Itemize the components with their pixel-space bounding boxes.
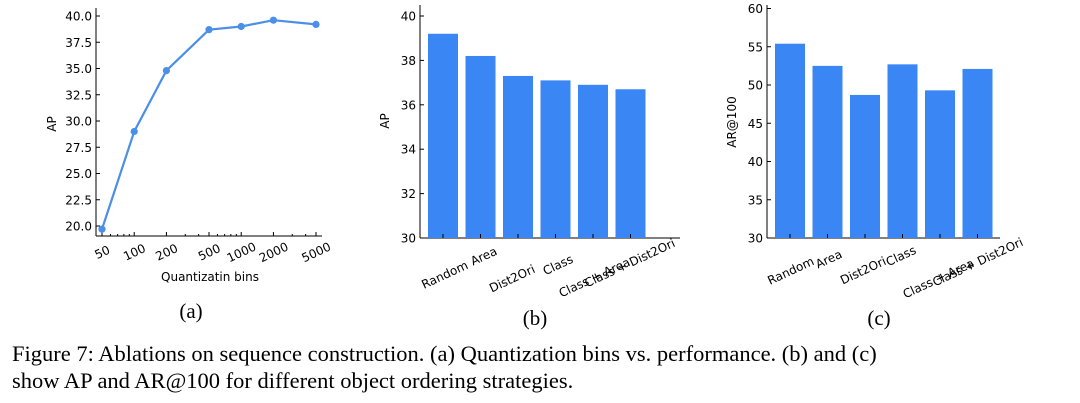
series-line: [100, 19, 317, 230]
x-tick-label-area: Area: [813, 247, 844, 271]
bar-class: [540, 80, 571, 238]
y-axis-label: AR@100: [725, 96, 739, 147]
y-tick-label: 40: [748, 155, 763, 169]
y-tick-label: 32: [401, 187, 416, 201]
y-axis-label: AP: [378, 113, 392, 128]
x-tick-label-100: 100: [121, 241, 148, 263]
y-tick-label: 27.5: [65, 141, 92, 155]
y-tick-label: 40: [401, 10, 416, 24]
x-tick-label-area: Area: [468, 244, 499, 268]
figure-caption: Figure 7: Ablations on sequence construc…: [12, 340, 1074, 394]
data-point-500: [205, 26, 213, 34]
y-tick-label: 45: [748, 117, 763, 131]
bar-class-dist2ori: [962, 68, 993, 238]
bar-random: [775, 43, 805, 238]
data-point-200: [162, 67, 171, 75]
x-tick-label-random: Random: [419, 258, 470, 292]
y-tick-label: 35: [748, 193, 763, 207]
y-tick-label: 38: [401, 54, 416, 68]
bar-area: [812, 65, 843, 238]
y-tick-label: 37.5: [65, 36, 92, 50]
data-point-2000: [269, 16, 278, 24]
data-point-5000: [312, 20, 320, 28]
x-tick-label-class: Class: [884, 243, 919, 269]
bar-random: [428, 33, 458, 239]
y-tick-label: 25.0: [65, 167, 92, 181]
panel-a-line-chart: 20.0 22.5 25.0 27.5 30.0 32.5 35.0 37.5 40.0 50 10…: [45, 8, 333, 323]
y-tick-label: 30: [401, 232, 416, 246]
x-axis-label: Quantizatin bins: [161, 270, 259, 284]
y-tick-label: 30: [748, 232, 763, 246]
y-tick-label: 60: [748, 2, 763, 16]
bar-class-dist2ori: [615, 89, 646, 238]
bar-class-area: [925, 90, 955, 238]
x-tick-label-random: Random: [765, 254, 816, 288]
data-point-1000: [237, 22, 245, 31]
x-tick-label-dist2ori: Dist2Ori: [838, 254, 888, 287]
y-tick-label: 36: [401, 98, 416, 112]
x-tick-label-2000: 2000: [257, 240, 291, 266]
y-axis-label: AP: [45, 116, 59, 131]
bar-dist2ori: [850, 94, 880, 238]
y-tick-label: 30.0: [65, 115, 92, 129]
y-tick-label: 22.5: [65, 193, 92, 207]
y-tick-label: 32.5: [65, 88, 92, 102]
y-tick-label: 34: [401, 143, 416, 157]
caption-line-2: show AP and AR@100 for different object …: [12, 368, 574, 393]
x-tick-label-50: 50: [92, 243, 112, 262]
bar-class: [887, 64, 918, 238]
bar-class-area: [578, 84, 608, 238]
x-tick-label-1000: 1000: [225, 240, 259, 266]
panel-label-b: (b): [523, 306, 548, 330]
x-tick-label-5000: 5000: [300, 240, 334, 266]
x-tick-label-class-dist2ori: Class + Dist2Ori: [582, 236, 677, 290]
y-tick-label: 40.0: [65, 10, 92, 24]
x-tick-label-200: 200: [153, 241, 180, 263]
x-tick-label-500: 500: [196, 241, 223, 263]
bar-dist2ori: [503, 75, 533, 238]
data-point-100: [130, 127, 138, 136]
y-tick-label: 35.0: [65, 62, 92, 76]
x-tick-label-dist2ori: Dist2Ori: [487, 262, 537, 295]
data-point-50: [98, 225, 106, 233]
x-tick-label-class-dist2ori: Class + Dist2Ori: [930, 235, 1025, 289]
bar-area: [465, 55, 496, 239]
y-tick-label: 20.0: [65, 220, 92, 234]
y-tick-label: 55: [748, 40, 763, 54]
x-tick-label-class: Class: [541, 252, 576, 278]
panel-label-a: (a): [179, 299, 202, 323]
y-tick-label: 50: [748, 79, 763, 93]
caption-line-1: Figure 7: Ablations on sequence construc…: [12, 341, 877, 366]
panel-label-c: (c): [867, 306, 890, 330]
